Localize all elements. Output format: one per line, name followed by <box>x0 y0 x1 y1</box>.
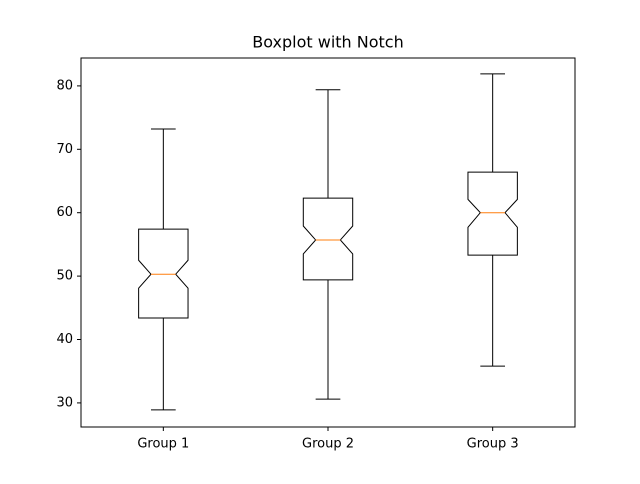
chart-title: Boxplot with Notch <box>252 33 404 52</box>
box <box>467 171 518 256</box>
x-tick-label: Group 2 <box>302 437 354 452</box>
box <box>302 197 354 281</box>
y-tick-label: 80 <box>56 78 73 93</box>
y-tick-label: 30 <box>56 395 73 410</box>
box <box>138 228 189 319</box>
x-tick-label: Group 1 <box>137 437 189 452</box>
y-tick-label: 40 <box>56 332 73 347</box>
y-tick-label: 50 <box>56 269 73 284</box>
y-tick-label: 60 <box>56 205 73 220</box>
x-tick-label: Group 3 <box>467 437 519 452</box>
y-tick-label: 70 <box>56 142 73 157</box>
